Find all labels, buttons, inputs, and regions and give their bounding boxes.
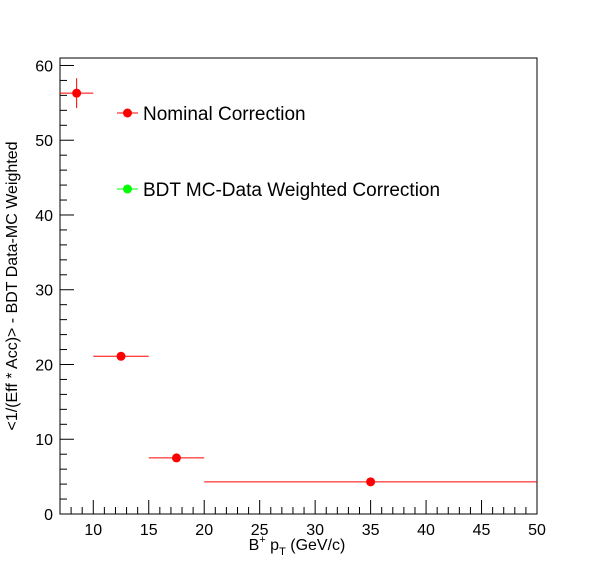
y-tick-label: 0 [44,507,53,524]
legend: Nominal Correction BDT MC-Data Weighted C… [117,104,440,201]
data-points [60,78,537,486]
y-tick-label: 50 [35,133,53,150]
legend-label: Nominal Correction [143,104,306,125]
y-tick-label: 10 [35,432,53,449]
data-point [93,352,148,361]
x-tick-label: 45 [473,522,491,539]
data-marker [172,453,181,462]
y-tick-label: 20 [35,357,53,374]
legend-entry: BDT MC-Data Weighted Correction [117,180,440,201]
legend-label: BDT MC-Data Weighted Correction [143,180,440,201]
y-tick-label: 40 [35,208,53,225]
data-point [60,78,93,108]
legend-entry: Nominal Correction [117,104,306,125]
data-point [149,453,204,462]
x-tick-label: 10 [84,522,102,539]
data-point [204,477,537,486]
x-tick-label: 15 [140,522,158,539]
legend-marker [123,185,132,194]
data-marker [72,89,81,98]
plot-frame [60,58,537,514]
x-axis-title: B+ pT (GeV/c) [249,534,346,558]
legend-marker [123,109,132,118]
x-tick-label: 20 [195,522,213,539]
y-tick-label: 30 [35,283,53,300]
data-marker [366,477,375,486]
x-tick-label: 50 [528,522,546,539]
y-tick-label: 60 [35,58,53,75]
axis-ticks [60,65,537,514]
x-tick-label: 40 [417,522,435,539]
y-axis-title: <1/(Eff * Acc)> - BDT Data-MC Weighted [4,142,21,431]
data-marker [117,352,126,361]
x-tick-label: 35 [362,522,380,539]
